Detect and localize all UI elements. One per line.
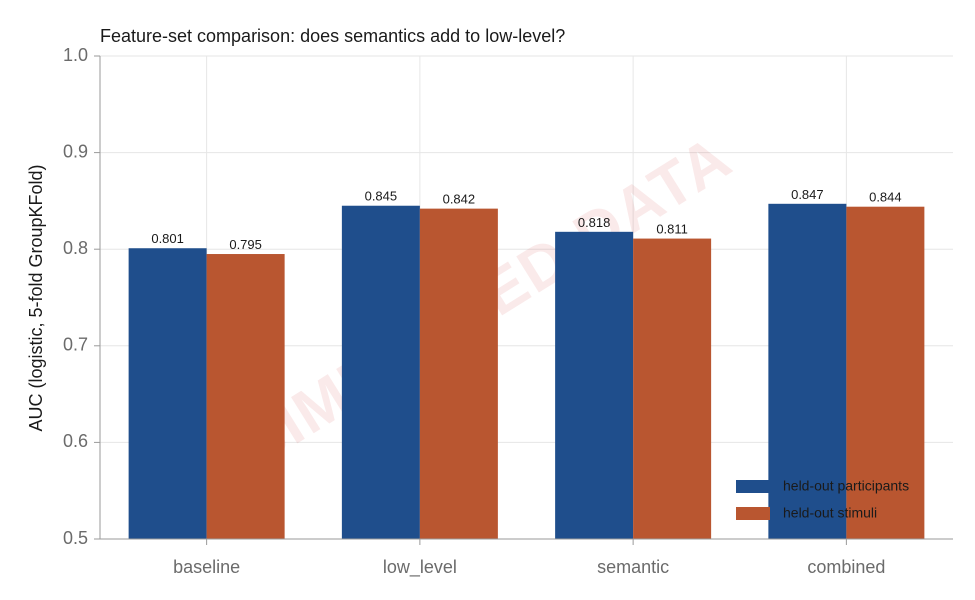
data-label: 0.842: [443, 192, 476, 207]
data-label: 0.811: [656, 222, 688, 237]
bar-low_level-participants: [341, 205, 420, 540]
legend-label: held-out participants: [783, 478, 909, 494]
y-tick-label: 0.7: [63, 335, 88, 355]
y-tick-label: 1.0: [63, 45, 88, 65]
legend-label: held-out stimuli: [783, 505, 877, 521]
bar-semantic-participants: [555, 231, 634, 539]
y-tick-label: 0.9: [63, 141, 88, 161]
y-axis-label: AUC (logistic, 5-fold GroupKFold): [26, 164, 46, 431]
data-label: 0.844: [869, 190, 902, 205]
y-tick-label: 0.6: [63, 431, 88, 451]
data-label: 0.847: [791, 187, 824, 202]
bar-semantic-stimuli: [633, 238, 712, 539]
data-label: 0.818: [578, 215, 611, 230]
chart-title: Feature-set comparison: does semantics a…: [100, 26, 565, 46]
bars: [128, 203, 925, 540]
bar-combined-stimuli: [846, 206, 925, 540]
data-label: 0.845: [365, 189, 398, 204]
x-tick-label: baseline: [173, 557, 240, 577]
x-tick-label: semantic: [597, 557, 669, 577]
data-label: 0.801: [151, 231, 184, 246]
bar-combined-participants: [768, 203, 847, 539]
legend-swatch: [736, 507, 770, 520]
bar-baseline-stimuli: [206, 254, 285, 539]
axes: 0.5 0.6 0.7 0.8 0.9 1.0 baseline low_level seman…: [63, 45, 953, 578]
legend-swatch: [736, 480, 770, 493]
legend: held-out participants held-out stimuli: [736, 478, 909, 521]
y-tick-label: 0.5: [63, 528, 88, 548]
y-tick-label: 0.8: [63, 238, 88, 258]
bar-low_level-stimuli: [419, 208, 498, 540]
bar-baseline-participants: [128, 248, 207, 539]
x-tick-label: combined: [807, 557, 885, 577]
data-labels: 0.801 0.795 0.845 0.842 0.818 0.811 0.847 0.844: [151, 187, 901, 252]
x-tick-label: low_level: [383, 557, 457, 578]
data-label: 0.795: [229, 237, 262, 252]
